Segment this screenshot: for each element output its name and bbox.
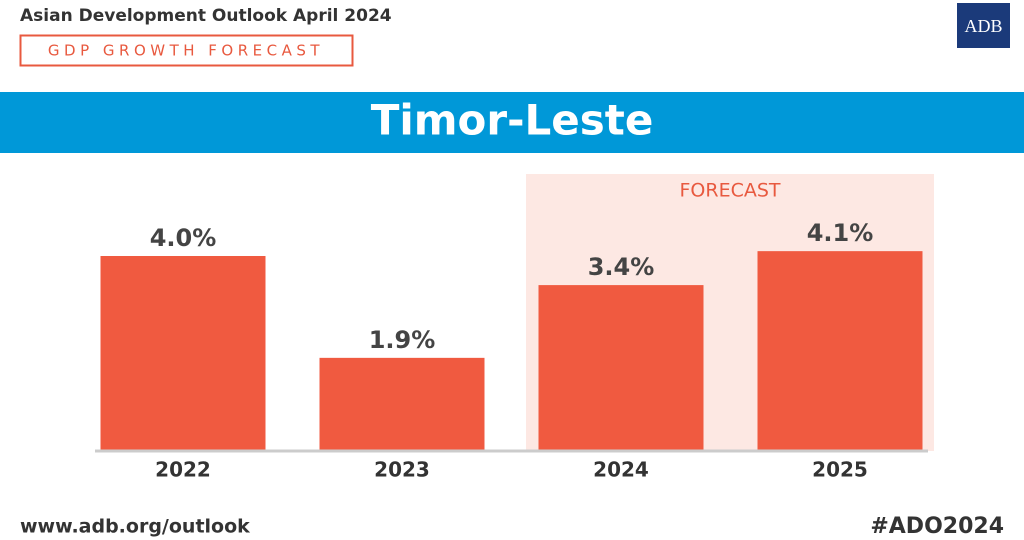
value-label: 3.4% <box>588 253 655 281</box>
bar <box>319 357 485 450</box>
forecast-label: FORECAST <box>679 180 780 202</box>
value-label: 4.1% <box>807 219 874 247</box>
value-label: 4.0% <box>150 224 217 252</box>
footer-hashtag: #ADO2024 <box>870 514 1004 539</box>
bar <box>538 285 704 450</box>
bar <box>757 251 923 450</box>
x-tick-label: 2025 <box>812 458 868 482</box>
value-label: 1.9% <box>369 326 436 354</box>
chart-title: Timor-Leste <box>371 96 654 145</box>
logo-text: ADB <box>964 16 1002 36</box>
subtitle-box <box>19 34 354 67</box>
subtitle: GDP GROWTH FORECAST <box>48 42 324 60</box>
footer-url: www.adb.org/outlook <box>20 516 250 538</box>
logo <box>957 3 1010 48</box>
bar <box>100 256 266 450</box>
x-tick-label: 2022 <box>155 458 211 482</box>
x-tick-label: 2023 <box>374 458 430 482</box>
title-band <box>0 92 1024 153</box>
x-tick-label: 2024 <box>593 458 649 482</box>
publication: Asian Development Outlook April 2024 <box>20 6 392 26</box>
